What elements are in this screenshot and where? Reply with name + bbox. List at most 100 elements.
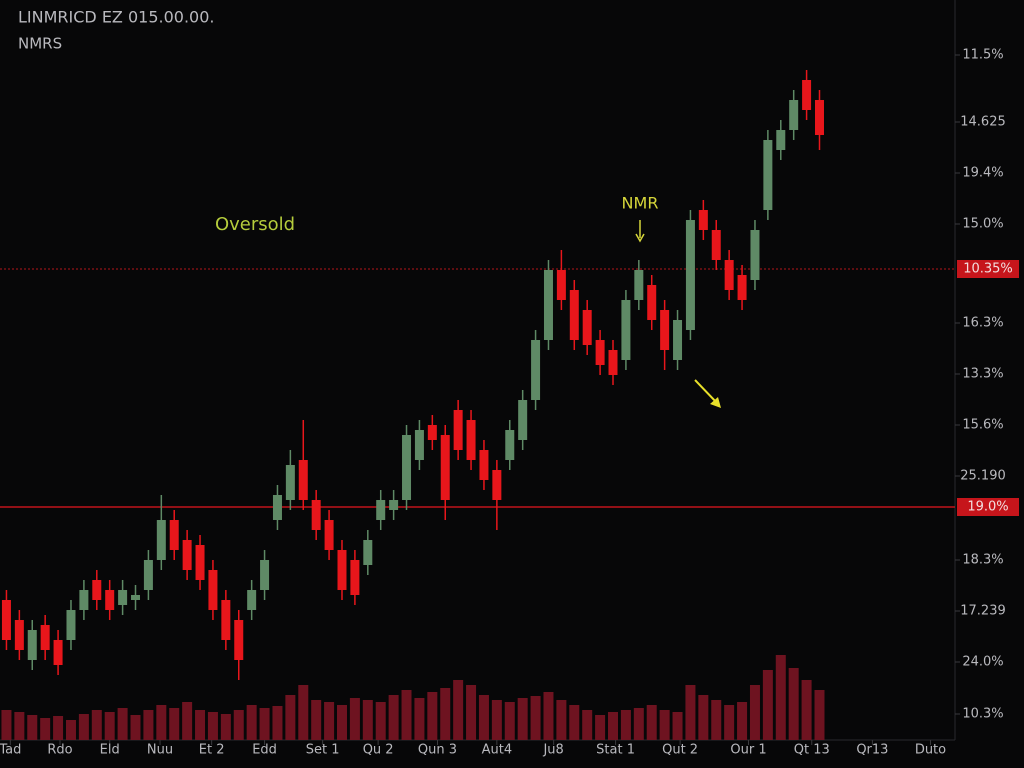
volume-bar: [220, 714, 231, 740]
candle-body: [414, 430, 424, 460]
volume-bar: [91, 710, 102, 740]
volume-bar: [14, 712, 25, 740]
candle-body: [440, 435, 450, 500]
candle-body: [737, 275, 747, 300]
candle-body: [298, 460, 308, 500]
candle-body: [53, 640, 63, 665]
x-tick-label: Qr13: [856, 743, 888, 758]
signal-arrow: [694, 379, 719, 405]
candle-body: [234, 620, 244, 660]
x-tick-label: Tad: [0, 743, 21, 758]
candle-body: [608, 350, 618, 375]
volume-bar: [324, 702, 335, 740]
level-label: 10.35%: [963, 262, 1013, 277]
volume-bar: [130, 715, 141, 740]
candle-body: [92, 580, 102, 600]
candle-body: [272, 495, 282, 520]
level-label: 19.0%: [967, 500, 1008, 515]
volume-bar: [156, 705, 167, 740]
volume-bar: [65, 720, 76, 740]
candle-body: [647, 285, 657, 320]
volume-bar: [27, 715, 38, 740]
y-tick-label: 13.3%: [962, 367, 1003, 382]
candle-body: [208, 570, 218, 610]
candle-body: [621, 300, 631, 360]
volume-bar: [207, 712, 218, 740]
volume-bar: [466, 685, 477, 740]
candle-body: [673, 320, 683, 360]
volume-bar: [478, 695, 489, 740]
volume-bar: [1, 710, 12, 740]
candle-body: [634, 270, 644, 300]
volume-bar: [775, 655, 786, 740]
y-tick-label: 19.4%: [962, 166, 1003, 181]
x-tick-label: Qut 2: [662, 743, 698, 758]
volume-bar: [530, 696, 541, 740]
volume-bar: [569, 705, 580, 740]
candle-body: [40, 625, 50, 650]
volume-bar: [104, 712, 115, 740]
x-tick-label: Ju8: [542, 743, 563, 758]
volume-bar: [53, 716, 64, 740]
candle-body: [556, 270, 566, 300]
candle-body: [750, 230, 760, 280]
candle-body: [466, 420, 476, 460]
volume-bar: [298, 685, 309, 740]
volume-bar: [491, 700, 502, 740]
candle-body: [389, 500, 399, 510]
candle-body: [131, 595, 141, 600]
y-tick-label: 10.3%: [962, 707, 1003, 722]
candle-body: [685, 220, 695, 330]
level-tag: [957, 498, 1019, 516]
candle-body: [569, 290, 579, 340]
candle-body: [337, 550, 347, 590]
candle-body: [1, 600, 11, 640]
volume-bar: [814, 690, 825, 740]
volume-bar: [556, 700, 567, 740]
candle-body: [505, 430, 515, 460]
candle-body: [143, 560, 153, 590]
candle-body: [195, 545, 205, 580]
volume-bar: [595, 715, 606, 740]
volume-bar: [285, 695, 296, 740]
candle-body: [789, 100, 799, 130]
candle-body: [169, 520, 179, 550]
candle-body: [27, 630, 37, 660]
candle-body: [518, 400, 528, 440]
y-tick-label: 25.190: [960, 469, 1006, 484]
candle-body: [763, 140, 773, 210]
volume-bar: [672, 712, 683, 740]
volume-bar: [724, 705, 735, 740]
x-tick-label: Nuu: [147, 743, 173, 758]
candle-body: [427, 425, 437, 440]
y-tick-label: 24.0%: [962, 655, 1003, 670]
candle-body: [698, 210, 708, 230]
y-tick-label: 15.0%: [962, 217, 1003, 232]
candle-body: [724, 260, 734, 290]
volume-bar: [749, 685, 760, 740]
candle-body: [711, 230, 721, 260]
candle-body: [324, 520, 334, 550]
x-tick-label: Qun 3: [418, 743, 457, 758]
candle-body: [543, 270, 553, 340]
volume-bar: [633, 708, 644, 740]
volume-bar: [414, 698, 425, 740]
volume-bar: [349, 698, 360, 740]
x-tick-label: Edd: [252, 743, 277, 758]
candle-body: [492, 470, 502, 500]
candle-body: [363, 540, 373, 565]
x-tick-label: Rdo: [47, 743, 72, 758]
y-tick-label: 16.3%: [962, 316, 1003, 331]
volume-bar: [646, 705, 657, 740]
candle-body: [311, 500, 321, 530]
x-tick-label: Eld: [100, 743, 120, 758]
x-tick-label: Qt 13: [794, 743, 830, 758]
volume-bar: [440, 688, 451, 740]
candle-body: [595, 340, 605, 365]
volume-bar: [388, 695, 399, 740]
volume-bar: [272, 706, 283, 740]
volume-bar: [40, 718, 51, 740]
x-tick-label: Our 1: [730, 743, 766, 758]
volume-bar: [698, 695, 709, 740]
annotation: Oversold: [215, 214, 295, 235]
